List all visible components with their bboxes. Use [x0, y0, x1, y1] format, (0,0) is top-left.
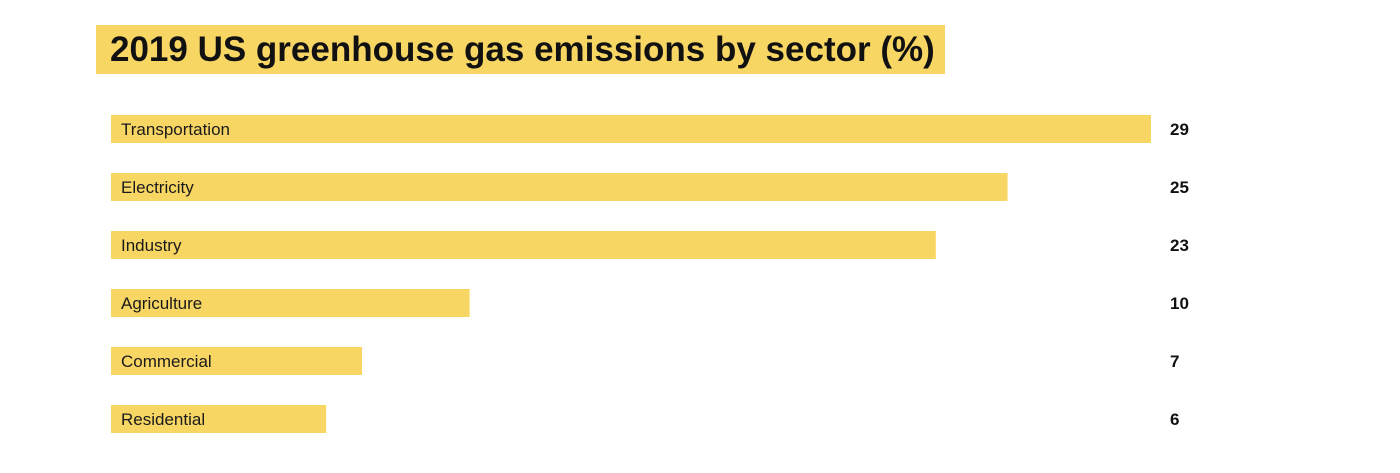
bar-label-commercial: Commercial: [121, 352, 212, 371]
value-label-electricity: 25: [1170, 178, 1189, 197]
bar-group-residential: Residential 6: [111, 405, 1179, 433]
bar-group-electricity: Electricity 25: [111, 173, 1189, 201]
bar-industry: [111, 231, 936, 259]
bar-transportation: [111, 115, 1151, 143]
bar-group-commercial: Commercial 7: [111, 347, 1179, 375]
bar-label-residential: Residential: [121, 410, 205, 429]
value-label-commercial: 7: [1170, 352, 1179, 371]
bar-commercial: [111, 347, 363, 375]
bar-residential: [111, 405, 327, 433]
value-label-residential: 6: [1170, 410, 1179, 429]
bar-group-agriculture: Agriculture 10: [111, 289, 1189, 317]
bar-group-industry: Industry 23: [111, 231, 1189, 259]
bar-agriculture: [111, 289, 470, 317]
value-label-transportation: 29: [1170, 120, 1189, 139]
value-label-agriculture: 10: [1170, 294, 1189, 313]
bar-label-electricity: Electricity: [121, 178, 194, 197]
bar-group-transportation: Transportation 29: [111, 115, 1189, 143]
bar-label-agriculture: Agriculture: [121, 294, 202, 313]
bar-label-industry: Industry: [121, 236, 182, 255]
chart-title: 2019 US greenhouse gas emissions by sect…: [96, 25, 945, 74]
bar-electricity: [111, 173, 1008, 201]
value-label-industry: 23: [1170, 236, 1189, 255]
bar-label-transportation: Transportation: [121, 120, 230, 139]
